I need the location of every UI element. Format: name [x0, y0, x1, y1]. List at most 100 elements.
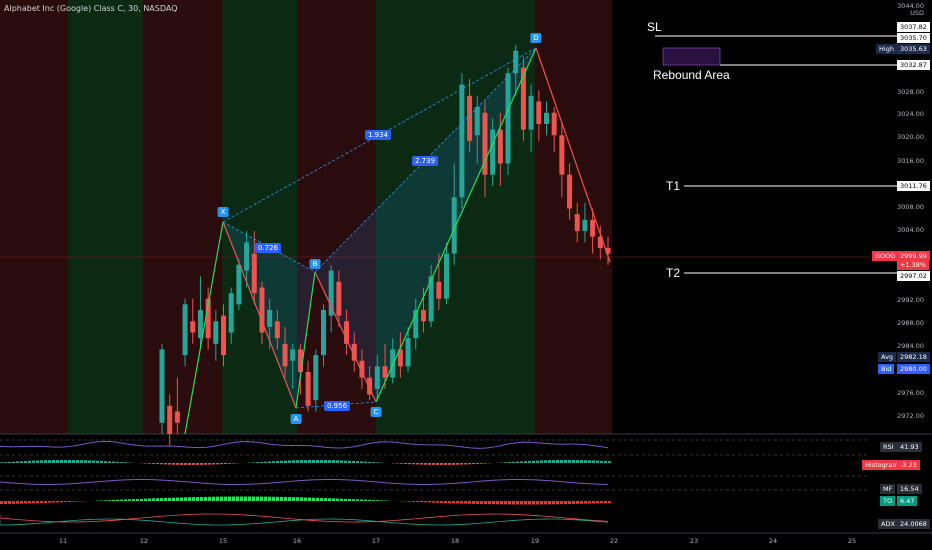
macd-bar: [584, 460, 587, 463]
pattern-point-a[interactable]: A: [290, 414, 302, 424]
to-bar: [136, 498, 139, 501]
macd-bar: [204, 463, 207, 465]
to-bar: [416, 501, 419, 502]
to-bar: [576, 501, 579, 504]
date-tick: 12: [139, 537, 149, 545]
session-band: [535, 0, 612, 434]
to-bar: [436, 501, 439, 503]
macd-bar: [560, 459, 563, 463]
candle-up: [320, 310, 326, 356]
macd-bar: [52, 459, 55, 463]
candle-down: [174, 411, 180, 423]
rsi-label: RSI: [880, 442, 897, 452]
session-band: [435, 0, 535, 434]
to-bar: [176, 497, 179, 501]
to-bar: [408, 501, 411, 502]
macd-bar: [280, 460, 283, 463]
to-bar: [20, 501, 23, 504]
candle-down: [467, 95, 473, 141]
t2-annotation[interactable]: T2: [666, 266, 681, 280]
candle-down: [190, 321, 196, 333]
to-bar: [588, 501, 591, 504]
candle-down: [497, 129, 503, 164]
to-bar: [196, 496, 199, 501]
to-bar: [592, 501, 595, 504]
macd-bar: [12, 461, 15, 463]
date-tick: 18: [450, 537, 460, 545]
candle-down: [282, 343, 288, 367]
session-band: [143, 0, 222, 434]
candle-down: [305, 372, 311, 406]
macd-bar: [576, 459, 579, 463]
pattern-point-d[interactable]: D: [530, 33, 542, 43]
bid-price-tag: 2980.00: [897, 364, 930, 374]
macd-bar: [88, 460, 91, 463]
macd-bar: [264, 461, 267, 463]
candle-up: [405, 338, 411, 367]
to-bar: [72, 501, 75, 502]
macd-bar: [416, 463, 419, 465]
to-bar: [336, 498, 339, 501]
to-bar: [232, 496, 235, 501]
rsi-value: 41.93: [897, 442, 922, 452]
macd-bar: [504, 462, 507, 463]
grid: [0, 256, 932, 435]
t1-annotation[interactable]: T1: [666, 179, 681, 193]
candle-down: [520, 67, 526, 130]
macd-bar: [4, 462, 7, 463]
price-tick: 3028.00: [897, 88, 924, 96]
macd-bar: [176, 463, 179, 465]
histogram-label: Histogram: [862, 460, 902, 470]
to-bar: [208, 496, 211, 501]
to-bar: [180, 497, 183, 501]
macd-bar: [360, 461, 363, 463]
to-bar: [112, 499, 115, 501]
to-bar: [260, 496, 263, 501]
macd-bar: [448, 463, 451, 465]
macd-bar: [196, 463, 199, 465]
candle-down: [205, 298, 211, 339]
price-levels: [655, 35, 897, 274]
date-tick: 17: [371, 537, 381, 545]
macd-bar: [180, 463, 183, 465]
price-tick: 2984.00: [897, 342, 924, 350]
pattern-point-c[interactable]: C: [370, 407, 382, 417]
macd-bar: [396, 463, 399, 464]
macd-bar: [420, 463, 423, 465]
ratio-bcd: 2.739: [411, 156, 439, 166]
to-bar: [204, 496, 207, 501]
macd-bar: [256, 462, 259, 463]
to-bar: [340, 498, 343, 501]
macd-bar: [44, 460, 47, 463]
pattern-point-x[interactable]: X: [217, 207, 229, 217]
date-tick: 19: [530, 537, 540, 545]
date-tick: 23: [689, 537, 699, 545]
to-bar: [200, 496, 203, 501]
last-price-tag: 2999.99: [897, 251, 930, 261]
candle-up: [582, 219, 588, 232]
to-bar: [304, 497, 307, 501]
macd-bar: [20, 461, 23, 463]
to-bar: [228, 496, 231, 501]
to-bar: [4, 501, 7, 505]
candle-down: [359, 360, 365, 378]
mf-value: 16.54: [897, 484, 922, 494]
candle-down: [397, 349, 403, 367]
rebound-area-annotation[interactable]: Rebound Area: [653, 68, 730, 82]
pattern-point-b[interactable]: B: [309, 259, 321, 269]
macd-bar: [324, 459, 327, 463]
macd-bar: [600, 460, 603, 463]
to-bar: [564, 501, 567, 505]
macd-bar: [568, 459, 571, 463]
to-bar: [512, 501, 515, 505]
price-tick: 3004.00: [897, 226, 924, 234]
macd-bar: [376, 462, 379, 463]
to-bar: [300, 497, 303, 501]
macd-bar: [528, 460, 531, 463]
to-bar: [36, 501, 39, 504]
to-bar: [0, 501, 3, 505]
sl-annotation[interactable]: SL: [647, 20, 662, 34]
to-bar: [552, 501, 555, 505]
to-bar: [104, 500, 107, 501]
